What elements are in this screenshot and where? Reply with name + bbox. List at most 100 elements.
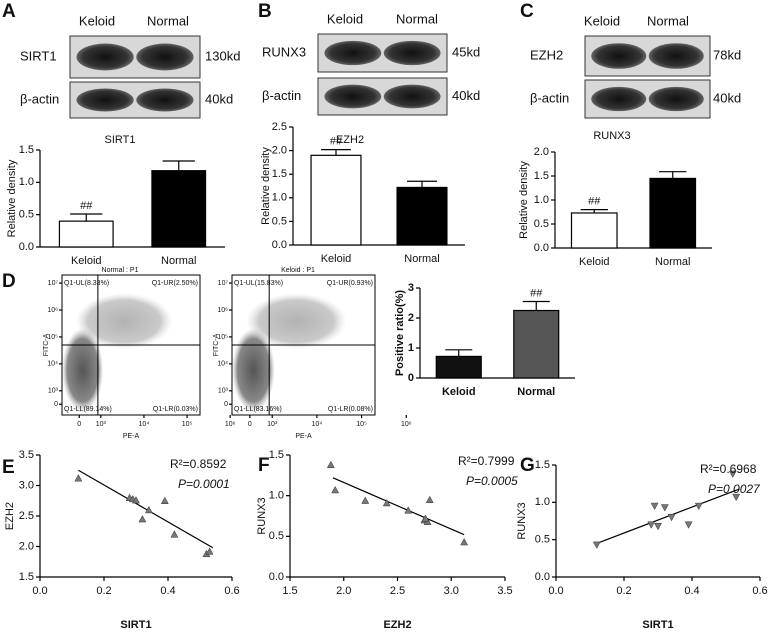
data-point — [331, 485, 340, 494]
quadrant-label: Q1-LL(89.14%) — [64, 406, 112, 413]
y-tick-label: 0.0 — [19, 241, 34, 253]
x-tick-label: 0.6 — [752, 585, 767, 597]
y-tick-label: 2 — [408, 312, 414, 324]
y-tick-label: 1 — [408, 342, 414, 354]
data-point — [732, 493, 741, 502]
quadrant-label: Q1-UL(15.83%) — [234, 280, 283, 287]
protein-label: EZH2 — [530, 47, 563, 62]
significance: ## — [530, 287, 543, 299]
y-tick-label: 0.0 — [272, 239, 287, 251]
y-tick-label: 10⁷ — [48, 280, 59, 287]
y-axis-label: RUNX3 — [256, 497, 268, 534]
x-tick-label: 10³ — [267, 421, 278, 428]
protein-label: β-actin — [20, 91, 59, 106]
blot-band — [136, 43, 194, 71]
y-tick-label: 0.0 — [535, 571, 550, 583]
x-tick-label: 2.0 — [336, 585, 351, 597]
x-axis-label: SIRT1 — [120, 619, 151, 631]
event-cloud — [75, 293, 173, 350]
x-tick-label: 0.6 — [224, 585, 239, 597]
lane-label: Normal — [396, 11, 438, 26]
x-tick-label: Normal — [655, 256, 690, 268]
protein-label: RUNX3 — [262, 44, 306, 59]
blot-band — [591, 43, 647, 69]
x-tick-label: 1.5 — [282, 585, 297, 597]
x-tick-label: 3.5 — [497, 585, 512, 597]
y-tick-label: 1.5 — [19, 571, 34, 583]
x-tick-label: 0.2 — [96, 585, 111, 597]
quadrant-label: Q1-LL(83.16%) — [234, 406, 282, 413]
x-axis-label: PE-A — [295, 433, 312, 440]
y-tick-label: 0.5 — [272, 215, 287, 227]
panel-letter: A — [2, 1, 16, 22]
bar — [649, 177, 697, 249]
y-tick-label: 2.0 — [272, 145, 287, 157]
data-point — [160, 496, 169, 504]
panel-letter: C — [520, 1, 534, 22]
x-tick-label: 0.0 — [548, 585, 563, 597]
x-tick-label: 10³ — [96, 421, 107, 428]
plot-title: Keloid : P1 — [281, 267, 315, 274]
y-tick-label: 1.5 — [272, 168, 287, 180]
y-tick-label: 0 — [54, 401, 58, 408]
x-tick-label: 2.5 — [390, 585, 405, 597]
lane-label: Keloid — [327, 11, 363, 26]
x-axis-label: SIRT1 — [642, 619, 673, 631]
x-tick-label: 0 — [77, 421, 81, 428]
bar — [513, 309, 560, 379]
panel-letter: B — [258, 1, 272, 22]
data-point — [421, 514, 430, 522]
blot-band — [76, 43, 134, 71]
blot-band — [324, 40, 382, 66]
protein-label: β-actin — [262, 88, 301, 103]
y-tick-label: 0.5 — [535, 534, 550, 546]
blot-band — [324, 84, 382, 109]
y-tick-label: 1.5 — [19, 144, 34, 156]
y-tick-label: 10⁵ — [47, 334, 58, 341]
data-point — [170, 530, 179, 538]
y-tick-label: 0.5 — [269, 530, 284, 542]
quadrant-label: Q1-UL(8.33%) — [64, 280, 109, 287]
stat-annotation: P=0.0005 — [466, 474, 518, 488]
lane-label: Normal — [147, 13, 189, 28]
size-label: 40kd — [452, 88, 480, 103]
x-tick-label: 0.0 — [32, 585, 47, 597]
data-point — [205, 547, 214, 555]
significance: ## — [330, 136, 343, 148]
y-tick-label: 2.0 — [19, 540, 34, 552]
y-tick-label: 0.5 — [19, 209, 34, 221]
y-axis-label: Relative density — [6, 159, 18, 237]
bar — [58, 220, 114, 248]
x-tick-label: 10⁴ — [312, 421, 323, 428]
lane-label: Keloid — [584, 13, 620, 28]
stat-annotation: P=0.0001 — [178, 477, 230, 491]
data-point — [460, 537, 469, 546]
y-tick-label: 2.0 — [534, 146, 549, 158]
blot-band — [76, 88, 134, 112]
quadrant-label: Q1-LR(0.08%) — [328, 406, 373, 413]
data-point — [728, 470, 737, 478]
y-tick-label: 1.0 — [534, 194, 549, 206]
protein-label: β-actin — [530, 90, 569, 105]
blot-band — [648, 43, 704, 69]
chart-title: RUNX3 — [593, 130, 630, 142]
data-point — [592, 541, 601, 549]
x-tick-label: Keloid — [71, 255, 102, 267]
panel-letter: F — [258, 455, 270, 476]
y-axis-label: EZH2 — [4, 502, 16, 530]
panel-letter: G — [520, 455, 535, 476]
data-point — [382, 498, 391, 507]
lane-label: Normal — [647, 13, 689, 28]
data-point — [694, 502, 703, 511]
blot-band — [591, 86, 647, 112]
fit-line — [596, 488, 740, 544]
y-tick-label: 10⁷ — [218, 280, 229, 287]
quadrant-label: Q1-LR(0.03%) — [153, 406, 198, 413]
plot-title: Normal : P1 — [102, 267, 139, 274]
y-tick-label: 1.5 — [269, 449, 284, 461]
data-point — [650, 502, 659, 511]
x-tick-label: 0.4 — [160, 585, 175, 597]
stat-annotation: P=0.0027 — [708, 482, 761, 496]
y-tick-label: 1.0 — [272, 192, 287, 204]
y-axis-label: FITC-A — [213, 333, 220, 356]
